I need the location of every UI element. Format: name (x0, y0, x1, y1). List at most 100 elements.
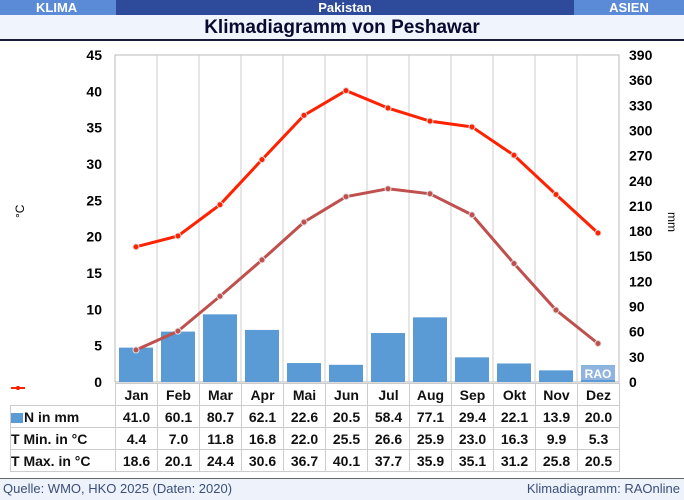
credit-link[interactable]: Klimadiagramm: RAOnline (526, 481, 680, 496)
nav-klima[interactable]: KLIMA (0, 0, 116, 15)
footer: Quelle: WMO, HKO 2025 (Daten: 2020) Klim… (0, 478, 684, 500)
tmax-point (300, 111, 308, 119)
value-cell-text: 35.9 (416, 452, 445, 469)
value-cell-text: 22.0 (290, 430, 319, 447)
y-tick-left: 0 (94, 374, 102, 390)
table-row: T Min. in °C 4.4 7.0 11.8 16.8 22.0 25.5 26.6 25… (10, 385, 620, 450)
y-tick-left: 30 (86, 156, 102, 172)
value-cell-text: 16.8 (248, 430, 277, 447)
tmin-point (216, 292, 224, 300)
value-cell: 60.1 (157, 405, 200, 428)
value-cell-text: 25.5 (332, 430, 361, 447)
y-tick-left: 40 (86, 83, 102, 99)
month-header: Jul (367, 383, 410, 406)
month-header: Apr (241, 383, 284, 406)
month-header-text: Aug (416, 386, 445, 403)
value-cell: 25.5 (325, 427, 368, 450)
value-cell: 58.4 (367, 405, 410, 428)
month-header: Jun (325, 383, 368, 406)
precip-bar (245, 329, 279, 382)
value-cell-text: 41.0 (122, 408, 151, 425)
value-cell-text: 23.0 (458, 430, 487, 447)
legend-label: N in mm (10, 405, 116, 428)
value-cell: 31.2 (493, 449, 536, 472)
value-cell-text: 22.1 (500, 408, 529, 425)
month-header-text: Mar (208, 386, 233, 403)
value-cell-text: 20.5 (332, 408, 361, 425)
y-tick-left: 5 (94, 338, 102, 354)
y-tick-left: 20 (86, 229, 102, 245)
nav-region[interactable]: ASIEN (574, 0, 684, 15)
tmin-point (510, 260, 518, 268)
tmax-point (552, 191, 560, 199)
value-cell-text: 36.7 (290, 452, 319, 469)
y-tick-left: 45 (86, 47, 102, 63)
legend-label-text: N in mm (24, 408, 80, 425)
tmin-point (552, 306, 560, 314)
tmax-point (594, 229, 602, 237)
watermark-text: RAO (585, 367, 612, 381)
corner-cell (11, 384, 116, 406)
y-tick-right: 240 (629, 173, 653, 189)
table-row: N in mm 41.0 60.1 80.7 62.1 22.6 20.5 58.4 77.1 2… (10, 405, 620, 428)
value-cell-text: 20.0 (584, 408, 613, 425)
tmax-line (135, 88, 600, 249)
y-tick-left: 25 (86, 192, 102, 208)
tmax-point (258, 156, 266, 164)
value-cell: 36.7 (283, 449, 326, 472)
value-cell: 4.4 (115, 427, 158, 450)
value-cell-text: 11.8 (207, 430, 234, 447)
y-tick-right: 330 (629, 97, 653, 113)
value-cell: 11.8 (199, 427, 242, 450)
month-header: Jan (115, 383, 158, 406)
value-cell: 26.6 (367, 427, 410, 450)
value-cell-text: 30.6 (248, 452, 277, 469)
tmax-point (426, 117, 434, 125)
precip-bar (329, 364, 363, 382)
value-cell: 40.1 (325, 449, 368, 472)
value-cell: 62.1 (241, 405, 284, 428)
tmin-point (342, 193, 350, 201)
value-cell: 5.3 (577, 427, 620, 450)
value-cell: 35.1 (451, 449, 494, 472)
nav-country[interactable]: Pakistan (318, 0, 372, 15)
value-cell-text: 62.1 (248, 408, 277, 425)
value-cell-text: 37.7 (374, 452, 403, 469)
value-cell: 22.6 (283, 405, 326, 428)
month-header: Mar (199, 383, 242, 406)
precip-bar (371, 333, 405, 382)
value-cell: 16.3 (493, 427, 536, 450)
precip-bar (539, 370, 573, 382)
value-cell-text: 40.1 (332, 452, 361, 469)
value-cell-text: 26.6 (374, 430, 403, 447)
y-tick-right: 180 (629, 223, 653, 239)
value-cell: 22.0 (283, 427, 326, 450)
y-tick-right: 90 (629, 299, 645, 315)
tmin-line (135, 187, 599, 352)
value-cell: 20.1 (157, 449, 200, 472)
tmax-point (468, 123, 476, 131)
legend-label-text: T Min. in °C (11, 430, 88, 447)
value-cell: 23.0 (451, 427, 494, 450)
value-cell: 9.9 (535, 427, 578, 450)
tmin-point (300, 218, 308, 226)
value-cell-text: 58.4 (374, 408, 403, 425)
bar-legend-icon (11, 412, 23, 423)
y-tick-right: 0 (629, 374, 637, 390)
month-header-text: Sep (459, 386, 486, 403)
value-cell-text: 25.9 (416, 430, 445, 447)
tmin-point (384, 185, 392, 193)
tmin-point (426, 190, 434, 198)
y-tick-right: 30 (629, 349, 645, 365)
y-label-left: °C (13, 204, 27, 218)
value-cell: 41.0 (115, 405, 158, 428)
value-cell-text: 77.1 (416, 408, 445, 425)
value-cell: 25.8 (535, 449, 578, 472)
tmin-point (174, 327, 182, 335)
month-header: Feb (157, 383, 200, 406)
tmax-point (342, 87, 350, 95)
y-label-right: mm (665, 212, 679, 232)
value-cell-text: 20.1 (164, 452, 193, 469)
value-cell-text: 80.7 (206, 408, 235, 425)
value-cell: 80.7 (199, 405, 242, 428)
